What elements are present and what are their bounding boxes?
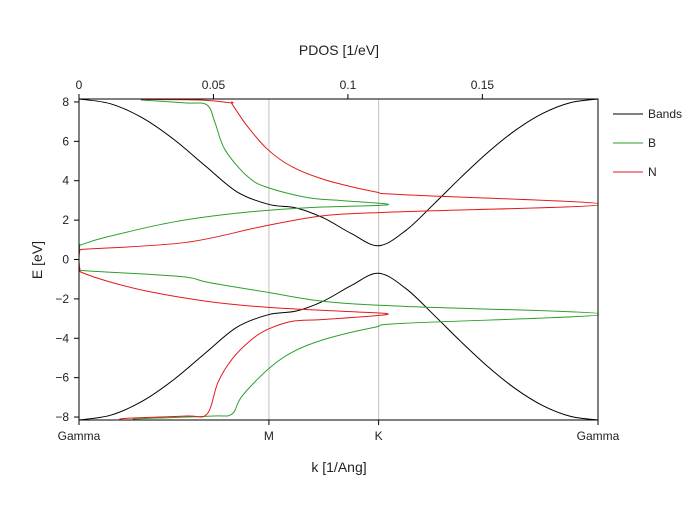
band-line-valence <box>79 272 598 420</box>
pdos-line-n <box>79 99 598 420</box>
y-tick-label: −8 <box>55 410 69 424</box>
y-tick-label: 6 <box>62 134 69 148</box>
top-tick-label: 0.05 <box>202 78 226 92</box>
x-tick-label: K <box>375 429 383 443</box>
top-tick-label: 0 <box>76 78 83 92</box>
x-tick-label: Gamma <box>58 429 101 443</box>
plot-area <box>79 99 598 420</box>
legend-label-b: B <box>648 136 656 150</box>
legend: Bands B N <box>613 107 682 179</box>
top-tick-label: 0.15 <box>471 78 495 92</box>
y-tick-label: −4 <box>55 331 69 345</box>
top-axis-title: PDOS [1/eV] <box>299 42 379 58</box>
top-tick-label: 0.1 <box>340 78 357 92</box>
pdos-line-b <box>79 99 598 420</box>
y-tick-label: 8 <box>62 95 69 109</box>
y-tick-label: 0 <box>62 253 69 267</box>
y-tick-label: 2 <box>62 213 69 227</box>
axes: Gamma M K Gamma 8 6 4 2 0 −2 −4 −6 −8 0 0.05 0.1 0.15 <box>55 78 619 443</box>
y-tick-label: 4 <box>62 174 69 188</box>
y-tick-label: −2 <box>55 292 69 306</box>
x-axis-title: k [1/Ang] <box>311 459 366 475</box>
legend-label-bands: Bands <box>648 107 682 121</box>
x-tick-label: Gamma <box>577 429 620 443</box>
legend-label-n: N <box>648 165 657 179</box>
plot-frame <box>78 98 599 421</box>
x-tick-label: M <box>264 429 274 443</box>
y-tick-label: −6 <box>55 371 69 385</box>
gridlines <box>268 99 380 420</box>
band-line-conduction <box>79 99 598 247</box>
y-axis-title: E [eV] <box>29 241 45 279</box>
